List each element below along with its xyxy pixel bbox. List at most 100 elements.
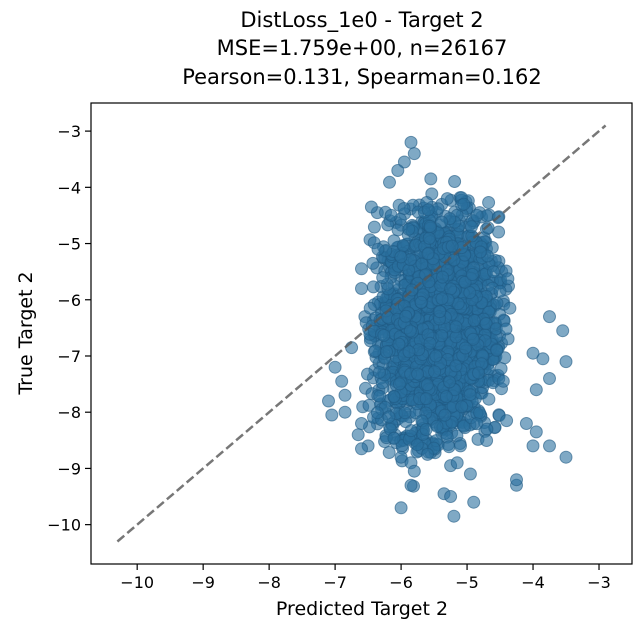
data-point (439, 390, 453, 404)
data-point (420, 378, 434, 392)
data-point (482, 392, 496, 406)
x-tick-label: −3 (587, 573, 611, 592)
data-point (447, 253, 461, 267)
data-point (438, 408, 452, 422)
plot-frame (90, 102, 633, 565)
data-point (355, 442, 368, 456)
data-point (387, 390, 401, 403)
data-point (410, 438, 424, 452)
data-point (382, 410, 396, 424)
data-point (407, 147, 421, 161)
data-point (394, 450, 408, 464)
data-point (444, 282, 458, 296)
data-point (422, 231, 436, 245)
data-point (458, 341, 472, 355)
data-point (436, 270, 449, 284)
data-point (463, 467, 477, 481)
y-tick-label: −10 (47, 516, 81, 535)
data-point (490, 296, 504, 310)
data-point (510, 473, 523, 487)
data-point (402, 345, 416, 359)
data-point (394, 501, 408, 515)
data-point (338, 388, 352, 402)
data-point (392, 377, 406, 391)
data-point (442, 440, 456, 454)
x-tick-label: −9 (191, 573, 215, 592)
data-point (384, 208, 398, 222)
data-point (482, 196, 496, 209)
data-point (447, 509, 461, 523)
x-tick-label: −10 (120, 573, 154, 592)
data-point (380, 345, 393, 359)
data-point (457, 419, 471, 433)
data-point (529, 383, 543, 397)
data-point (463, 388, 477, 402)
data-point (391, 164, 405, 177)
data-point (470, 417, 484, 431)
data-point (398, 406, 412, 420)
data-point (467, 314, 481, 327)
data-point (423, 336, 437, 350)
data-point (435, 215, 449, 229)
x-tick-label: −7 (323, 573, 347, 592)
data-point (421, 447, 434, 461)
data-point (463, 286, 477, 300)
data-point (387, 431, 401, 445)
data-point (503, 301, 517, 315)
data-point (372, 365, 386, 379)
data-point (556, 324, 570, 338)
data-point (394, 250, 408, 264)
data-point (455, 400, 469, 414)
data-point (404, 478, 418, 492)
y-axis-label: True Target 2 (15, 271, 37, 395)
data-point (325, 408, 339, 422)
data-point (443, 375, 456, 389)
data-point (423, 219, 437, 233)
data-point (494, 362, 508, 376)
data-point (430, 419, 444, 433)
data-point (449, 320, 463, 334)
data-point (444, 490, 458, 503)
data-point (496, 374, 510, 388)
data-point (399, 309, 413, 323)
data-point (364, 200, 378, 214)
data-point (419, 423, 433, 436)
data-point (480, 422, 494, 436)
data-point (383, 175, 396, 189)
data-point (411, 367, 425, 381)
data-point (559, 355, 573, 369)
data-point (543, 310, 556, 324)
data-point (440, 192, 454, 206)
data-point (457, 197, 471, 211)
data-point (500, 414, 514, 428)
data-point (351, 428, 365, 442)
x-tick-label: −6 (389, 573, 413, 592)
data-point (470, 208, 484, 222)
data-point (367, 220, 381, 234)
data-point (371, 242, 385, 256)
data-point (472, 366, 485, 380)
x-axis-label: Predicted Target 2 (276, 598, 448, 620)
data-point (368, 344, 382, 358)
data-point (355, 262, 368, 276)
data-point (396, 239, 410, 252)
data-point (402, 222, 416, 236)
data-point (362, 398, 376, 412)
data-point (328, 360, 342, 374)
data-point (465, 220, 478, 234)
data-point (403, 324, 417, 338)
data-point (355, 282, 368, 295)
data-point (435, 329, 449, 343)
y-tick-label: −7 (57, 347, 81, 366)
y-tick-label: −8 (57, 403, 81, 422)
y-tick-label: −4 (57, 178, 81, 197)
data-point (355, 417, 368, 430)
data-point (487, 265, 500, 279)
data-point (450, 456, 464, 470)
x-tick-label: −5 (455, 573, 479, 592)
data-point (392, 337, 406, 351)
data-point (479, 317, 493, 331)
data-point (435, 292, 449, 306)
data-point (559, 450, 573, 464)
chart-title-line-1: DistLoss_1e0 - Target 2 (240, 8, 483, 33)
